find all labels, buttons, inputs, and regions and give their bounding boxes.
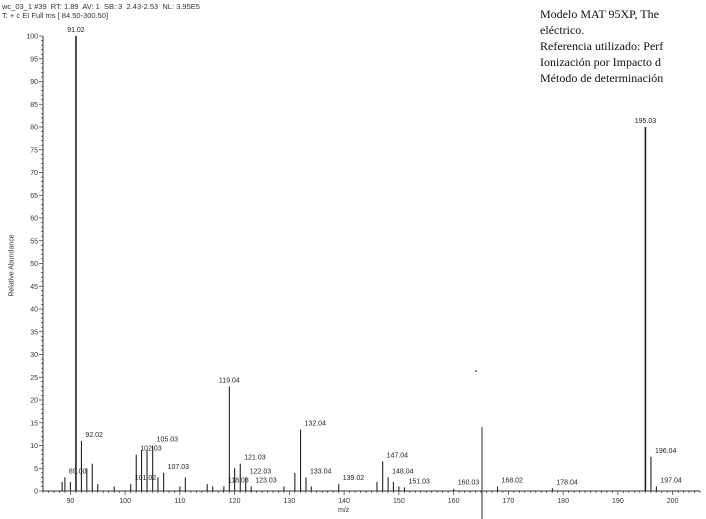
y-tick-label: 5	[34, 466, 38, 473]
stray-dot	[475, 370, 477, 372]
y-tick-label: 25	[30, 375, 38, 382]
instrument-description: Modelo MAT 95XP, The eléctrico. Referenc…	[540, 6, 706, 86]
y-tick-label: 40	[30, 307, 38, 314]
peak-label: 160.03	[458, 480, 480, 487]
y-tick-label: 65	[30, 193, 38, 200]
peak-label: 133.04	[310, 468, 332, 475]
y-tick-label: 70	[30, 170, 38, 177]
x-tick-label: 150	[393, 498, 405, 505]
description-line: Método de determinación	[540, 71, 664, 85]
y-tick-label: 90	[30, 79, 38, 86]
x-tick-label: 200	[667, 498, 679, 505]
peak-label: 121.03	[244, 455, 266, 462]
y-tick-label: 10	[30, 443, 38, 450]
peak-labels: 89.00 91.02 92.02 101.02 102.03 105.03 107.03 1…	[67, 27, 682, 487]
description-line: Ionización por Impacto d	[540, 55, 661, 69]
peak-label: 107.03	[168, 464, 190, 471]
y-tick-label: 50	[30, 261, 38, 268]
peak-label: 168.02	[502, 477, 524, 484]
peak-label: 105.03	[157, 437, 179, 444]
y-axis-label: Relative Abundance	[8, 234, 16, 297]
x-tick-label: 120	[229, 498, 241, 505]
y-tick-label: 75	[30, 147, 38, 154]
peak-label: 89.00	[69, 468, 87, 475]
peak-label: 151.03	[409, 478, 431, 485]
peak-label: 147.04	[387, 452, 409, 459]
peak-label: 91.02	[67, 27, 85, 34]
x-tick-label: 170	[503, 498, 515, 505]
x-tick-label: 130	[284, 498, 296, 505]
scan-header-line2: T: + c EI Full ms [ 84.50-300.50]	[2, 11, 109, 20]
peak-label: 102.03	[140, 446, 162, 453]
x-axis-label: m/z	[338, 507, 350, 514]
peak-label: 196.04	[655, 448, 677, 455]
x-tick-label: 180	[557, 498, 569, 505]
y-tick-label: 30	[30, 352, 38, 359]
x-tick-label: 140	[338, 498, 350, 505]
y-tick-label: 55	[30, 238, 38, 245]
y-tick-label: 20	[30, 398, 38, 405]
peak-label: 148.04	[392, 468, 414, 475]
peak-label: 195.03	[635, 118, 657, 125]
peak-label: 122.03	[250, 468, 272, 475]
peak-label: 178.04	[556, 479, 578, 486]
peak-label: 119.04	[219, 377, 240, 384]
y-tick-label: 80	[30, 125, 38, 132]
x-tick-label: 160	[448, 498, 460, 505]
scan-header-line1: wc_03_1 #39 RT: 1.89 AV: 1 SB: 3 2.43-2.…	[2, 2, 200, 11]
peak-label: 197.04	[660, 477, 682, 484]
y-tick-label: 100	[26, 34, 38, 41]
peaks	[61, 36, 657, 491]
y-tick-label: 45	[30, 284, 38, 291]
y-tick-label: 15	[30, 420, 38, 427]
x-tick-label: 90	[66, 498, 74, 505]
y-tick-label: 60	[30, 216, 38, 223]
x-tick-label: 100	[119, 498, 131, 505]
y-tick-label: 35	[30, 329, 38, 336]
x-tick-label: 190	[612, 498, 624, 505]
peak-label: 123.03	[255, 477, 277, 484]
y-tick-label: 0	[34, 489, 38, 496]
description-line: Referencia utilizado: Perf	[540, 39, 664, 53]
peak-label: 132.04	[305, 421, 327, 428]
peak-label: 139.02	[343, 475, 365, 482]
x-tick-label: 110	[174, 498, 185, 505]
peak-label: 101.02	[135, 475, 157, 482]
y-tick-label: 85	[30, 102, 38, 109]
description-line: eléctrico.	[540, 23, 585, 37]
peak-label: 118.03	[228, 477, 249, 484]
peak-label: 92.02	[85, 432, 103, 439]
description-line: Modelo MAT 95XP, The	[540, 7, 659, 21]
axes: 0 5 10 15 20 25 30 35 40 45 50 55 60 65 70 75 80 85 90 95 10…	[26, 34, 701, 505]
y-tick-label: 95	[30, 56, 38, 63]
